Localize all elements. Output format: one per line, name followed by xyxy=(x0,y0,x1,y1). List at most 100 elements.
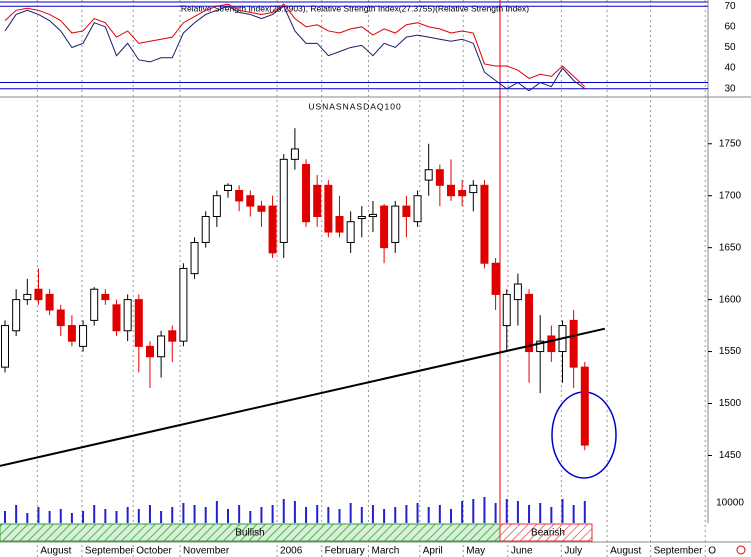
candle-body xyxy=(313,184,322,217)
volume-bar xyxy=(539,503,542,523)
volume-bar xyxy=(583,501,586,523)
volume-bar xyxy=(461,501,464,523)
candle-body xyxy=(368,213,377,217)
y-tick-label: 50 xyxy=(724,42,736,53)
volume-bar xyxy=(93,505,96,523)
candle-body xyxy=(112,304,121,332)
candle-body xyxy=(201,215,210,243)
icon xyxy=(736,545,746,555)
volume-bar xyxy=(227,509,229,523)
x-tick-label: September xyxy=(85,546,135,557)
volume-bar xyxy=(528,505,531,523)
volume-bar xyxy=(204,507,207,523)
volume-bar xyxy=(59,509,62,523)
candle-body xyxy=(134,299,143,347)
candle-body xyxy=(257,205,266,212)
candle-body xyxy=(34,288,43,301)
x-tick-label: August xyxy=(610,546,641,557)
x-tick-label: September xyxy=(654,546,704,557)
volume-bar xyxy=(450,509,452,523)
volume-bar xyxy=(505,499,508,523)
rsi-line xyxy=(4,5,586,92)
volume-bar xyxy=(137,509,140,523)
x-tick-label: O xyxy=(708,546,716,557)
volume-bar xyxy=(349,503,352,523)
candle-body xyxy=(435,169,444,186)
candle-body xyxy=(224,184,232,192)
candle-body xyxy=(246,195,255,207)
candle-body xyxy=(402,205,411,217)
y-tick-label: 70 xyxy=(724,1,736,12)
y-tick-label: 1450 xyxy=(719,450,742,461)
x-tick-label: November xyxy=(183,546,230,557)
candle-body xyxy=(357,215,366,220)
candle-body xyxy=(536,340,545,353)
candle-body xyxy=(547,335,556,353)
candle-body xyxy=(56,309,65,327)
candle-body xyxy=(101,293,110,301)
volume-bar xyxy=(160,511,163,523)
volume-bar xyxy=(316,505,319,523)
candle-body xyxy=(79,325,88,347)
candle-body xyxy=(123,299,132,332)
candle-body xyxy=(12,299,21,332)
bullish-label: Bullish xyxy=(235,528,264,539)
candle-body xyxy=(23,293,32,301)
y-tick-label: 1750 xyxy=(719,138,742,149)
x-tick-label: August xyxy=(40,546,71,557)
volume-bar xyxy=(215,501,218,523)
volume-bar xyxy=(371,505,374,523)
volume-bar xyxy=(572,505,575,523)
volume-bar xyxy=(193,505,196,523)
rsi-line xyxy=(4,3,586,88)
candle-body xyxy=(458,190,467,197)
y-tick-label: 1550 xyxy=(719,346,742,357)
volume-bar xyxy=(338,509,341,523)
volume-bar xyxy=(438,505,441,523)
volume-bar xyxy=(483,497,486,523)
volume-bar xyxy=(104,509,107,523)
candle-body xyxy=(190,241,199,275)
x-tick-label: February xyxy=(325,546,365,557)
rsi-title: Relative Strength Index(28.2903), Relati… xyxy=(181,3,529,13)
volume-bar xyxy=(126,507,129,523)
volume-bar xyxy=(327,507,330,523)
volume-bar xyxy=(427,507,430,523)
x-tick-label: October xyxy=(136,546,172,557)
bearish-label: Bearish xyxy=(531,528,565,539)
volume-bar xyxy=(37,507,40,523)
trendline xyxy=(0,327,606,467)
candle-body xyxy=(268,205,277,254)
x-tick-label: April xyxy=(423,546,443,557)
candle-body xyxy=(1,325,9,368)
volume-bar xyxy=(282,499,285,523)
y-tick-label: 40 xyxy=(724,63,736,74)
candle-body xyxy=(290,148,299,160)
candle-body xyxy=(346,221,355,243)
candle-body xyxy=(302,164,311,223)
candle-body xyxy=(525,293,534,353)
volume-bar xyxy=(148,505,151,523)
volume-bar xyxy=(249,511,252,523)
candle-body xyxy=(157,335,166,358)
volume-bar xyxy=(305,507,308,523)
x-tick-label: 2006 xyxy=(280,546,303,557)
volume-bar xyxy=(182,503,185,523)
volume-bar xyxy=(394,507,397,523)
volume-bar xyxy=(561,499,564,523)
y-tick-label: 30 xyxy=(724,83,736,94)
volume-bar xyxy=(238,505,241,523)
candle-body xyxy=(513,283,522,301)
candle-body xyxy=(67,325,76,342)
volume-bar xyxy=(26,513,29,523)
x-tick-label: July xyxy=(564,546,582,557)
candle-body xyxy=(391,205,400,243)
candle-body xyxy=(279,158,288,243)
volume-bar xyxy=(472,499,475,523)
volume-bar xyxy=(416,503,419,523)
volume-bar xyxy=(271,505,274,523)
volume-bar xyxy=(550,507,553,523)
volume-bar xyxy=(115,511,118,523)
